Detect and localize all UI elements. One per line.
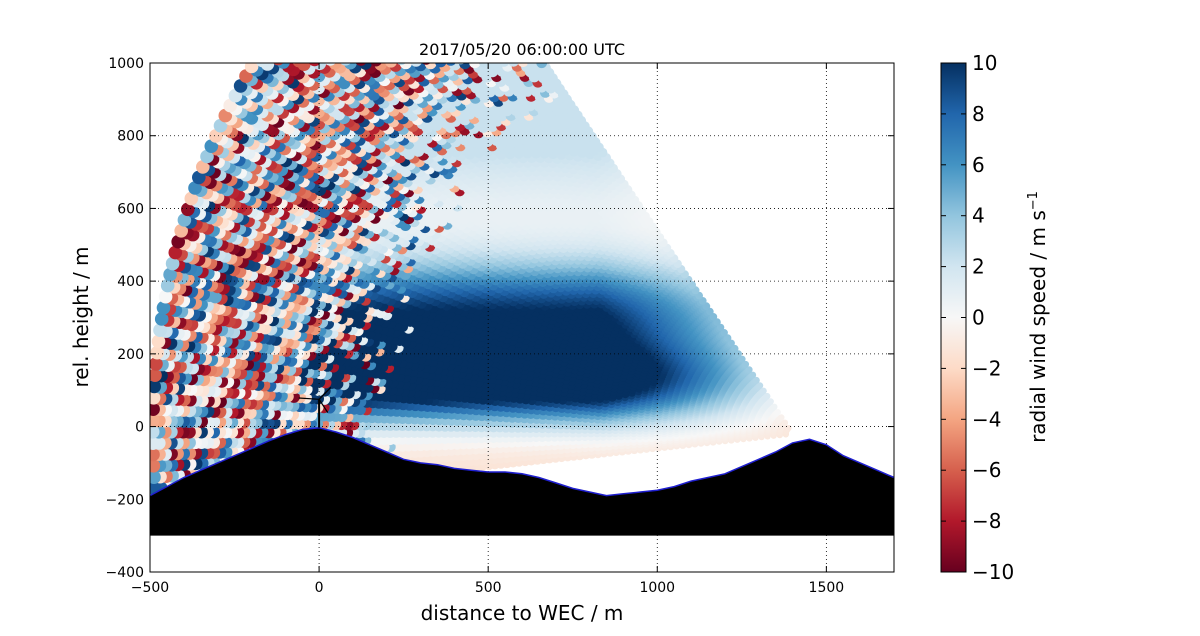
scan-point	[188, 181, 202, 195]
scan-point	[365, 50, 377, 62]
scan-point	[150, 413, 160, 428]
scan-point	[200, 149, 214, 164]
scan-beam	[188, 181, 790, 435]
scan-point	[153, 323, 167, 338]
scan-point	[171, 234, 185, 249]
scan-point	[150, 447, 160, 462]
scan-point	[303, 49, 316, 62]
scan-point	[209, 129, 223, 143]
scan-point	[273, 63, 284, 66]
scan-point	[150, 368, 162, 382]
scan-point	[168, 245, 183, 260]
scan-point	[192, 170, 206, 185]
scan-point	[150, 345, 164, 360]
scan-point	[213, 118, 228, 133]
scan-point	[174, 224, 188, 238]
scan-point	[196, 160, 210, 174]
scan-point	[163, 267, 177, 282]
scan-point	[158, 289, 173, 304]
scan-point	[308, 63, 321, 67]
scan-point	[204, 139, 219, 153]
scan-point	[150, 357, 163, 371]
scan-point	[177, 213, 192, 227]
scan-point	[340, 63, 351, 66]
scan-beam	[365, 50, 791, 433]
scan-point	[324, 63, 336, 66]
scan-point	[150, 436, 160, 450]
scan-beam	[150, 425, 789, 439]
scan-point	[355, 63, 367, 66]
scan-point	[370, 63, 382, 67]
scan-point	[160, 278, 175, 293]
scan-point	[244, 63, 259, 74]
scan-point	[154, 312, 169, 326]
scan-point	[292, 63, 306, 68]
scan-point	[151, 334, 166, 349]
scan-beam	[168, 245, 789, 435]
scan-point	[276, 63, 290, 69]
scan-point	[165, 256, 180, 271]
scan-point	[150, 379, 161, 394]
scan-beam	[154, 312, 789, 436]
plot-area	[149, 49, 895, 573]
scan-point	[150, 470, 161, 484]
scan-point	[150, 391, 161, 405]
plot-title: 2017/05/20 06:00:00 UTC	[419, 40, 625, 59]
scan-point	[184, 191, 199, 206]
scan-point	[291, 63, 297, 64]
scan-point	[150, 402, 160, 416]
scan-beam	[150, 368, 789, 437]
scan-point	[254, 63, 261, 64]
scan-point	[181, 202, 195, 217]
scan-point	[150, 459, 161, 473]
scan-point	[156, 301, 171, 315]
scan-point	[256, 63, 269, 68]
scan-beams	[150, 49, 792, 496]
scan-point	[150, 425, 160, 439]
